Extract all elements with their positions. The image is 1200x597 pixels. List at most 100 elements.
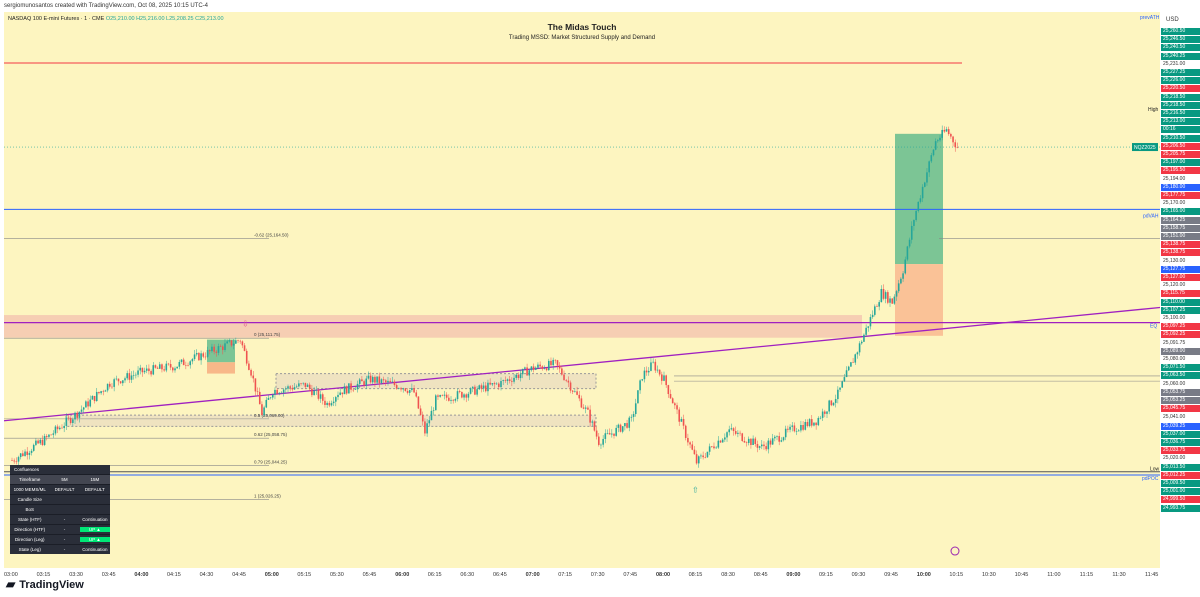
candle-body (430, 410, 433, 421)
price-label: 25,218.50 (1161, 101, 1200, 109)
candle-body (465, 394, 468, 398)
price-label: 24,999.50 (1161, 496, 1200, 504)
chart-pane[interactable]: -0.62 (25,164.50) 0 (25,111.75) 0.5 (25,06… (4, 12, 1160, 568)
attribution-bar: sergiomunosantos created with TradingVie… (0, 0, 1200, 12)
candle-body (87, 401, 89, 407)
candle-body (741, 433, 744, 441)
candle-body (52, 433, 55, 435)
price-label: 25,115.75 (1161, 290, 1200, 298)
candle-body (413, 388, 415, 393)
candle-body (22, 453, 24, 456)
price-label: 25,036.75 (1161, 439, 1200, 446)
candle-body (874, 306, 876, 315)
price-label: 25,041.00 (1161, 414, 1200, 422)
candle-body (141, 367, 144, 373)
candle-body (817, 417, 820, 426)
time-tick: 09:00 (786, 572, 801, 578)
candle-body (380, 379, 383, 383)
candle-body (24, 451, 26, 456)
candle-body (832, 402, 835, 406)
price-label: 25,194.00 (1161, 175, 1200, 183)
time-axis[interactable]: 03:00 03:15 03:30 03:45 04:00 04:15 04:30 04:45… (0, 568, 1200, 597)
candle-body (676, 405, 678, 410)
candle-body (641, 379, 644, 381)
candle-body (437, 395, 439, 397)
conf-row-label: Direction (HTF) (14, 527, 46, 532)
candle-body (337, 394, 339, 398)
conf-row-value: - (63, 537, 66, 542)
price-label: 25,164.25 (1161, 216, 1200, 224)
candle-body (728, 429, 730, 433)
candle-body (169, 364, 172, 368)
candle-body (834, 399, 837, 403)
price-label: 25,097.25 (1161, 323, 1200, 331)
candle-body (215, 351, 218, 353)
candle-body (308, 384, 311, 389)
candle-body (213, 346, 215, 352)
candle-body (724, 437, 726, 440)
time-tick: 03:15 (36, 572, 51, 578)
candle-body (371, 376, 374, 383)
candle-body (637, 390, 639, 404)
conf-header-1: 5M (61, 477, 68, 482)
candle-body (265, 399, 268, 408)
time-tick: 10:45 (1014, 572, 1029, 578)
candle-body (519, 374, 522, 379)
candle-body (867, 326, 870, 328)
position-loss-zone (895, 264, 943, 336)
price-label: 25,089.00 (1161, 347, 1200, 355)
candle-body (43, 436, 46, 445)
candle-body (498, 383, 500, 388)
candle-body (780, 440, 783, 442)
price-label: 25,227.25 (1161, 69, 1200, 76)
candle-body (239, 340, 241, 342)
candle-body (428, 420, 431, 424)
conf-row-label: State (HTF) (17, 517, 42, 522)
candle-body (274, 389, 276, 395)
price-label: 25,120.00 (1161, 282, 1200, 290)
candle-body (952, 136, 954, 143)
price-label: 25,165.00 (1161, 208, 1200, 216)
candle-body (461, 391, 463, 398)
price-chart[interactable]: -0.62 (25,164.50) 0 (25,111.75) 0.5 (25,06… (4, 12, 1160, 568)
price-label: 25,177.75 (1161, 192, 1200, 199)
candle-body (774, 436, 776, 439)
candle-body (48, 434, 50, 437)
candle-body (135, 374, 137, 376)
candle-body (737, 432, 739, 434)
price-label: 25,138.75 (1161, 241, 1200, 249)
candle-body (419, 408, 422, 415)
candle-body (604, 433, 607, 439)
price-label: 25,226.00 (1161, 77, 1200, 85)
price-scale[interactable]: USD 25,260.50 25,246.50 25,240.50 25,240.25… (1160, 12, 1200, 568)
candle-body (569, 382, 572, 391)
time-tick: 04:45 (232, 572, 246, 578)
candle-body (404, 388, 407, 391)
brand-name: TradingView (19, 579, 84, 591)
candle-body (921, 186, 924, 199)
candle-body (439, 395, 441, 397)
candle-body (932, 149, 935, 156)
candle-body (11, 460, 13, 461)
candle-body (750, 438, 752, 445)
candle-body (122, 380, 124, 384)
candle-body (354, 389, 357, 390)
candle-body (93, 395, 96, 402)
candle-body (897, 283, 900, 292)
candle-body (78, 411, 81, 418)
candle-body (524, 367, 526, 369)
candle-body (904, 259, 907, 274)
candle-body (352, 389, 355, 391)
time-tick: 09:45 (884, 572, 898, 578)
candle-body (278, 392, 281, 394)
price-label: 25,216.50 (1161, 110, 1200, 117)
candle-body (580, 398, 583, 408)
candle-body (348, 383, 350, 394)
candle-body (956, 147, 959, 148)
candle-body (398, 388, 400, 389)
candle-body (910, 225, 913, 240)
candle-body (576, 391, 578, 395)
candle-body (669, 394, 672, 399)
conf-row-label: 1000 MEMS/ML (13, 487, 46, 492)
price-label: 25,071.50 (1161, 364, 1200, 372)
